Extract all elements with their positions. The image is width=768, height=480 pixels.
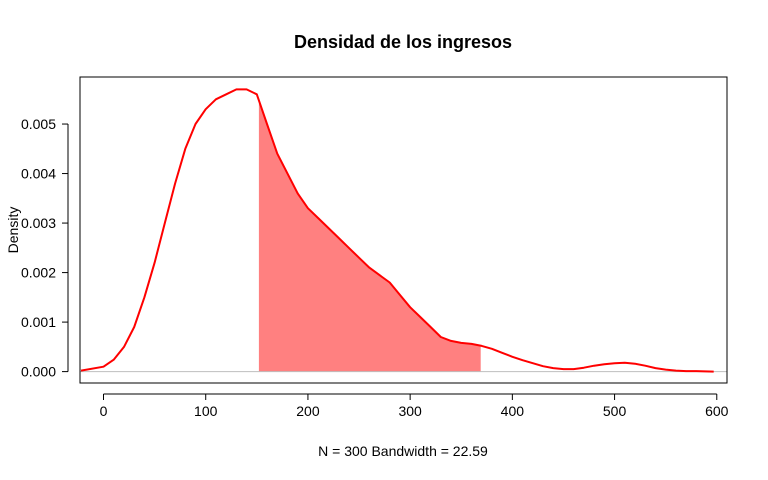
y-tick-label: 0.000	[21, 364, 56, 380]
y-tick-label: 0.001	[21, 314, 56, 330]
x-axis: 0 100 200 300 400 500 600	[100, 393, 729, 419]
x-tick-label: 600	[705, 403, 729, 419]
shaded-region	[258, 100, 481, 372]
y-tick-label: 0.004	[21, 166, 56, 182]
y-tick-label: 0.005	[21, 116, 56, 132]
density-curve	[80, 88, 714, 373]
x-tick-label: 500	[603, 403, 627, 419]
x-tick-label: 400	[501, 403, 525, 419]
x-tick-label: 100	[194, 403, 218, 419]
chart-title: Densidad de los ingresos	[294, 32, 512, 52]
plot-frame	[79, 76, 728, 384]
x-axis-label: N = 300 Bandwidth = 22.59	[318, 443, 488, 459]
density-curve-layer	[80, 88, 714, 373]
y-tick-label: 0.002	[21, 265, 56, 281]
x-tick-label: 0	[100, 403, 108, 419]
y-axis: 0.000 0.001 0.002 0.003 0.004 0.005	[21, 116, 69, 380]
shaded-area-layer	[258, 100, 481, 372]
x-tick-label: 300	[398, 403, 422, 419]
y-tick-label: 0.003	[21, 215, 56, 231]
y-axis-label: Density	[5, 207, 21, 254]
x-tick-label: 200	[296, 403, 320, 419]
